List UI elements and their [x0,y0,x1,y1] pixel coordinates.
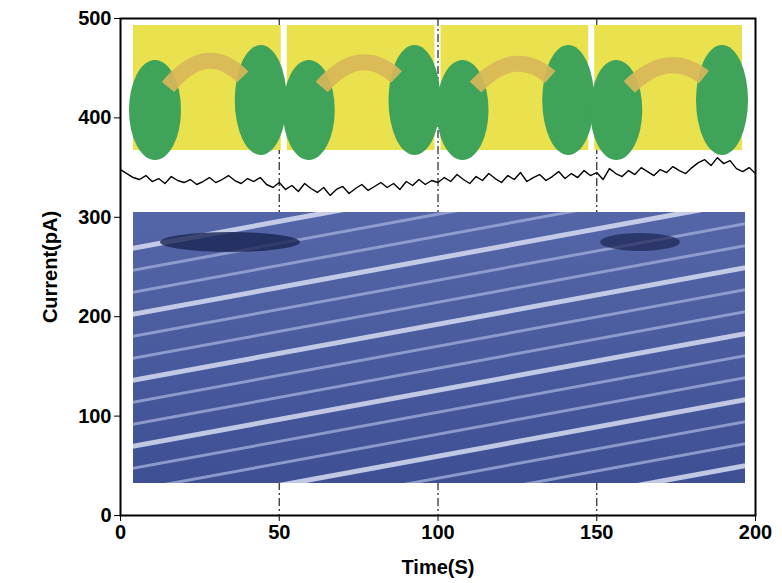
svg-text:150: 150 [580,521,613,543]
svg-text:100: 100 [421,521,454,543]
svg-text:Current(pA): Current(pA) [39,211,61,323]
svg-text:400: 400 [78,106,111,128]
svg-text:300: 300 [78,206,111,228]
svg-text:100: 100 [78,405,111,427]
svg-text:0: 0 [100,504,111,526]
svg-text:Time(S): Time(S) [402,556,475,578]
svg-text:500: 500 [78,7,111,29]
svg-text:200: 200 [78,305,111,327]
svg-text:0: 0 [115,521,126,543]
svg-text:200: 200 [739,521,772,543]
svg-text:50: 50 [268,521,290,543]
